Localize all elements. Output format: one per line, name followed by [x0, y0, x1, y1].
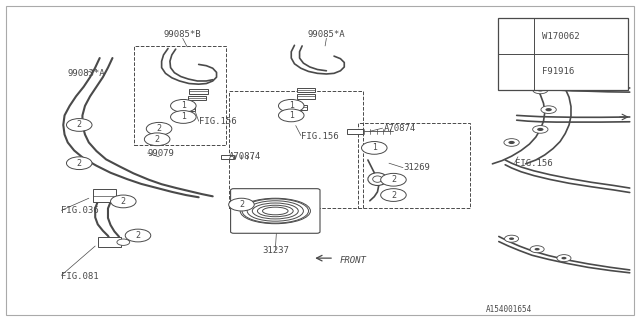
Text: 99085*B: 99085*B [164, 30, 202, 39]
Bar [177, 107, 195, 111]
Text: FIG.156: FIG.156 [301, 132, 339, 140]
Text: 2: 2 [121, 197, 126, 206]
Text: A154001654: A154001654 [486, 305, 532, 314]
Circle shape [147, 123, 172, 135]
Text: 1: 1 [181, 101, 186, 110]
Bar [358, 123, 470, 208]
Text: 99083*A: 99083*A [68, 69, 106, 78]
Circle shape [111, 195, 136, 208]
Circle shape [67, 157, 92, 170]
Text: 2: 2 [391, 175, 396, 184]
Bar [289, 105, 307, 110]
Text: 1: 1 [181, 113, 186, 122]
Text: 99085*A: 99085*A [308, 30, 345, 39]
Text: 2: 2 [239, 200, 244, 209]
Circle shape [125, 229, 151, 242]
Bar [98, 237, 121, 247]
Bar [188, 96, 206, 100]
Text: 1: 1 [289, 101, 294, 110]
Text: FIG.036: FIG.036 [61, 206, 99, 215]
Circle shape [504, 66, 527, 78]
Circle shape [530, 246, 544, 253]
Text: FIG.081: FIG.081 [61, 272, 99, 281]
Text: FRONT: FRONT [339, 256, 366, 265]
Bar [297, 88, 315, 92]
Text: 2: 2 [513, 68, 518, 76]
Bar [229, 92, 364, 208]
Circle shape [362, 141, 387, 154]
Circle shape [504, 139, 519, 146]
Circle shape [545, 108, 552, 111]
Text: A70874: A70874 [384, 124, 416, 132]
Circle shape [508, 141, 515, 144]
Ellipse shape [240, 198, 310, 224]
Bar [297, 94, 315, 99]
Bar [189, 89, 208, 94]
Text: FIG.156: FIG.156 [515, 159, 552, 168]
Text: 99079: 99079 [148, 149, 175, 158]
Text: 31237: 31237 [262, 246, 289, 255]
Circle shape [534, 248, 540, 251]
Text: 1: 1 [372, 143, 377, 152]
Text: A70874: A70874 [229, 152, 262, 161]
Bar [93, 189, 116, 202]
Circle shape [532, 86, 548, 94]
Circle shape [537, 88, 543, 92]
Bar [134, 46, 226, 145]
Circle shape [117, 239, 130, 245]
Circle shape [67, 119, 92, 131]
Circle shape [504, 30, 527, 42]
Circle shape [561, 257, 566, 260]
Text: W170062: W170062 [542, 32, 579, 41]
Ellipse shape [368, 173, 387, 186]
Circle shape [145, 133, 170, 146]
Text: 2: 2 [77, 120, 82, 130]
Circle shape [541, 106, 556, 114]
Circle shape [537, 128, 543, 131]
Ellipse shape [244, 200, 306, 222]
Text: 2: 2 [77, 159, 82, 168]
Text: 1: 1 [289, 111, 294, 120]
Text: F91916: F91916 [542, 68, 574, 76]
Circle shape [504, 235, 518, 242]
Circle shape [278, 109, 304, 122]
Ellipse shape [260, 206, 291, 216]
Circle shape [171, 100, 196, 112]
FancyBboxPatch shape [230, 189, 320, 233]
Text: 2: 2 [391, 190, 396, 200]
Bar [221, 155, 234, 159]
Text: FIG.156: FIG.156 [198, 117, 236, 126]
Ellipse shape [250, 202, 301, 220]
Ellipse shape [265, 208, 285, 214]
Circle shape [508, 75, 515, 78]
Text: 1: 1 [513, 32, 518, 41]
Circle shape [228, 198, 254, 211]
Ellipse shape [372, 176, 382, 182]
Circle shape [381, 173, 406, 186]
Circle shape [532, 125, 548, 133]
Text: 2: 2 [157, 124, 162, 133]
Circle shape [381, 189, 406, 201]
Text: 2: 2 [136, 231, 141, 240]
Circle shape [504, 73, 519, 80]
Circle shape [557, 255, 571, 262]
Circle shape [278, 100, 304, 112]
Circle shape [171, 111, 196, 123]
Bar [348, 129, 363, 134]
Text: 31269: 31269 [403, 164, 430, 172]
Ellipse shape [255, 204, 296, 218]
Text: 2: 2 [155, 135, 160, 144]
Circle shape [509, 237, 514, 240]
Bar [497, 18, 628, 90]
